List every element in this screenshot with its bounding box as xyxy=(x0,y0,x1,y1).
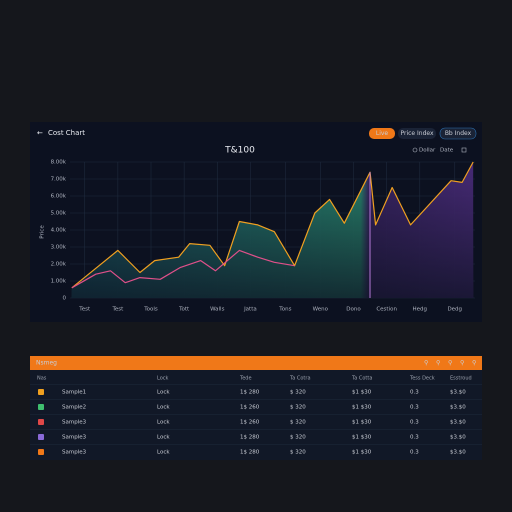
table-cell: $3.$0 xyxy=(450,405,466,411)
table-cell: Lock xyxy=(157,420,170,426)
table-panel xyxy=(30,370,482,460)
option-icon xyxy=(412,147,418,153)
row-icon xyxy=(38,449,44,455)
price-index-label[interactable]: Price Index xyxy=(400,130,434,137)
table-cell: Sample1 xyxy=(62,390,86,396)
x-tick-label: Jatta xyxy=(243,307,257,313)
table-cell: $1 $30 xyxy=(352,390,372,396)
table-cell: Lock xyxy=(157,450,170,456)
back-arrow[interactable]: ← xyxy=(37,129,43,137)
calendar-icon xyxy=(461,147,467,153)
option-dollar[interactable]: Dollar xyxy=(419,148,436,154)
table-cell: $ 320 xyxy=(290,405,306,411)
table-cell: $3.$0 xyxy=(450,450,466,456)
bb-index-button[interactable] xyxy=(439,127,477,140)
table-cell: Sample3 xyxy=(62,420,87,426)
table-cell: 1$ 260 xyxy=(240,420,260,426)
x-tick-label: Test xyxy=(111,307,124,313)
table-cell: 0.3 xyxy=(410,390,419,396)
live-label[interactable]: Live xyxy=(376,130,389,137)
y-tick-label: 1.00k xyxy=(51,279,67,285)
x-tick-label: Dedg xyxy=(447,307,462,313)
table: Nas Lock Tede Ta Cotra Ta Cotta Tess Deck Esst… xyxy=(30,376,482,456)
column-header: Esstroud xyxy=(450,376,472,382)
row-icon xyxy=(38,434,44,440)
table-cell: Sample3 xyxy=(62,450,87,456)
table-tool[interactable]: ⚲ xyxy=(436,360,440,367)
x-tick-label: Walls xyxy=(210,307,225,313)
table-tool[interactable]: ⚲ xyxy=(472,360,476,367)
x-tick-label: Tott xyxy=(178,307,190,313)
table-title: Nsmeg xyxy=(36,360,57,367)
x-tick-label: Dono xyxy=(346,307,361,313)
column-header: Ta Cotra xyxy=(289,376,311,382)
column-header: Nas xyxy=(37,376,47,382)
row-icon xyxy=(38,389,44,395)
x-tick-label: Tons xyxy=(278,307,291,313)
table-cell: $3.$0 xyxy=(450,435,466,441)
table-header-bar xyxy=(30,356,482,370)
x-tick-label: Cestion xyxy=(376,307,397,313)
table-cell: 0.3 xyxy=(410,435,419,441)
table-cell: Lock xyxy=(157,405,170,411)
table-cell: Lock xyxy=(157,390,170,396)
y-axis-label: Price xyxy=(40,225,46,239)
table-cell: $3.$0 xyxy=(450,390,466,396)
table-tool[interactable]: ⚲ xyxy=(460,360,464,367)
table-cell: $3.$0 xyxy=(450,420,466,426)
table-cell: $ 320 xyxy=(290,420,306,426)
table-cell: $ 320 xyxy=(290,450,306,456)
table-cell: 1$ 280 xyxy=(240,390,260,396)
table-cell: 0.3 xyxy=(410,420,419,426)
table-cell: $1 $30 xyxy=(352,405,372,411)
panel-title: Cost Chart xyxy=(48,129,85,137)
table-cell: 0.3 xyxy=(410,405,419,411)
table-cell: 1$ 260 xyxy=(240,405,260,411)
table-cell: Sample3 xyxy=(62,435,87,441)
x-tick-label: Test xyxy=(78,307,91,313)
bb-index-label[interactable]: Bb Index xyxy=(445,130,472,137)
table-tool[interactable]: ⚲ xyxy=(424,360,428,367)
table-tool[interactable]: ⚲ xyxy=(448,360,452,367)
column-header: Lock xyxy=(157,376,169,382)
table-cell: $1 $30 xyxy=(352,435,372,441)
x-tick-label: Hedg xyxy=(413,307,428,313)
table-cell: $1 $30 xyxy=(352,450,372,456)
x-tick-label: Tools xyxy=(143,307,158,313)
y-tick-label: 4.00k xyxy=(51,228,67,234)
table-cell: Lock xyxy=(157,435,170,441)
line xyxy=(71,249,295,289)
line xyxy=(71,161,474,289)
y-tick-label: 7.00k xyxy=(51,177,67,183)
row-icon xyxy=(38,404,44,410)
y-tick-label: 2.00k xyxy=(51,262,67,268)
table-cell: $ 320 xyxy=(290,435,306,441)
plot: 0 1.00k 2.00k 3.00k 4.00k 5.00k 6.00k 7.00k 8.00… xyxy=(51,160,475,313)
table-cell: 1$ 280 xyxy=(240,450,260,456)
y-tick-label: 6.00k xyxy=(51,194,67,200)
option-date[interactable]: Date xyxy=(440,148,454,154)
column-header: Tess Deck xyxy=(409,376,435,382)
y-tick-label: 0 xyxy=(63,296,67,302)
column-header: Ta Cotta xyxy=(351,376,372,382)
table-cell: 1$ 280 xyxy=(240,435,260,441)
y-tick-label: 8.00k xyxy=(51,160,67,166)
table-cell: $ 320 xyxy=(290,390,306,396)
price-index-button[interactable] xyxy=(398,128,436,139)
table-cell: Sample2 xyxy=(62,405,86,411)
row-icon xyxy=(38,419,44,425)
live-button[interactable] xyxy=(369,128,395,139)
chart-title: T&100 xyxy=(224,146,255,156)
x-tick-label: Weno xyxy=(313,307,329,313)
y-tick-label: 5.00k xyxy=(51,211,67,217)
table-cell: $1 $30 xyxy=(352,420,372,426)
area-fade xyxy=(71,162,474,298)
column-header: Tede xyxy=(239,376,252,382)
table-cell: 0.3 xyxy=(410,450,419,456)
y-tick-label: 3.00k xyxy=(51,245,67,251)
